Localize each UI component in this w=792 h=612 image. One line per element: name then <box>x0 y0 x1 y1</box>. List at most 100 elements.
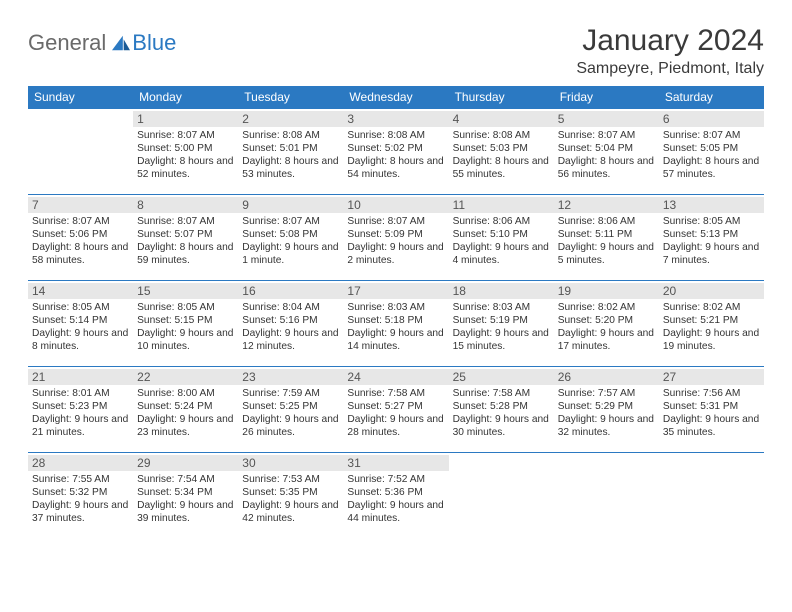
day-info: Sunrise: 8:08 AMSunset: 5:01 PMDaylight:… <box>242 129 339 181</box>
day-info: Sunrise: 7:58 AMSunset: 5:28 PMDaylight:… <box>453 387 550 439</box>
calendar-cell: 5Sunrise: 8:07 AMSunset: 5:04 PMDaylight… <box>554 109 659 195</box>
day-info: Sunrise: 7:59 AMSunset: 5:25 PMDaylight:… <box>242 387 339 439</box>
day-number: 16 <box>238 283 343 299</box>
calendar-cell: 16 Sunrise: 8:04 AMSunset: 5:16 PMDayligh… <box>238 281 343 367</box>
day-info: Sunrise: 8:07 AMSunset: 5:06 PMDaylight:… <box>32 215 129 267</box>
day-number: 1 <box>133 111 238 127</box>
day-number: 3 <box>343 111 448 127</box>
calendar-cell: 9 Sunrise: 8:07 AMSunset: 5:08 PMDaylight… <box>238 195 343 281</box>
calendar-cell: 6Sunrise: 8:07 AMSunset: 5:05 PMDaylight… <box>659 109 764 195</box>
calendar-cell: 25 Sunrise: 7:58 AMSunset: 5:28 PMDayligh… <box>449 367 554 453</box>
logo: General Blue <box>28 24 176 56</box>
calendar-cell: 30 Sunrise: 7:53 AMSunset: 5:35 PMDayligh… <box>238 453 343 539</box>
calendar-cell: 18Sunrise: 8:03 AMSunset: 5:19 PMDayligh… <box>449 281 554 367</box>
calendar-cell: 4 Sunrise: 8:08 AMSunset: 5:03 PMDaylight… <box>449 109 554 195</box>
day-info: Sunrise: 8:03 AMSunset: 5:18 PMDaylight:… <box>347 301 444 353</box>
title-block: January 2024 Sampeyre, Piedmont, Italy <box>576 24 764 78</box>
day-info: Sunrise: 7:54 AMSunset: 5:34 PMDaylight:… <box>137 473 234 525</box>
day-info: Sunrise: 8:02 AMSunset: 5:21 PMDaylight:… <box>663 301 760 353</box>
calendar-cell: 23 Sunrise: 7:59 AMSunset: 5:25 PMDayligh… <box>238 367 343 453</box>
weekday-header: Saturday <box>659 86 764 109</box>
calendar-cell <box>659 453 764 539</box>
calendar-cell: 1Sunrise: 8:07 AMSunset: 5:00 PMDaylight… <box>133 109 238 195</box>
location-subtitle: Sampeyre, Piedmont, Italy <box>576 60 764 78</box>
weekday-header: Tuesday <box>238 86 343 109</box>
calendar-cell: 3 Sunrise: 8:08 AMSunset: 5:02 PMDaylight… <box>343 109 448 195</box>
day-number: 21 <box>28 369 133 385</box>
day-info: Sunrise: 7:55 AMSunset: 5:32 PMDaylight:… <box>32 473 129 525</box>
calendar-cell: 11Sunrise: 8:06 AMSunset: 5:10 PMDayligh… <box>449 195 554 281</box>
day-info: Sunrise: 8:05 AMSunset: 5:13 PMDaylight:… <box>663 215 760 267</box>
day-info: Sunrise: 8:07 AMSunset: 5:08 PMDaylight:… <box>242 215 339 267</box>
day-info: Sunrise: 8:08 AMSunset: 5:02 PMDaylight:… <box>347 129 444 181</box>
month-title: January 2024 <box>576 24 764 58</box>
day-number: 29 <box>133 455 238 471</box>
day-info: Sunrise: 8:08 AMSunset: 5:03 PMDaylight:… <box>453 129 550 181</box>
day-number: 2 <box>238 111 343 127</box>
day-number: 12 <box>554 197 659 213</box>
day-info: Sunrise: 7:57 AMSunset: 5:29 PMDaylight:… <box>558 387 655 439</box>
day-number: 22 <box>133 369 238 385</box>
calendar-cell: 31 Sunrise: 7:52 AMSunset: 5:36 PMDayligh… <box>343 453 448 539</box>
calendar-table: SundayMondayTuesdayWednesdayThursdayFrid… <box>28 86 764 539</box>
calendar-cell: 10 Sunrise: 8:07 AMSunset: 5:09 PMDayligh… <box>343 195 448 281</box>
calendar-cell: 2 Sunrise: 8:08 AMSunset: 5:01 PMDaylight… <box>238 109 343 195</box>
calendar-cell: 17 Sunrise: 8:03 AMSunset: 5:18 PMDayligh… <box>343 281 448 367</box>
calendar-cell <box>449 453 554 539</box>
day-info: Sunrise: 8:06 AMSunset: 5:11 PMDaylight:… <box>558 215 655 267</box>
calendar-cell: 12 Sunrise: 8:06 AMSunset: 5:11 PMDayligh… <box>554 195 659 281</box>
logo-sail-icon <box>110 34 132 52</box>
day-number: 9 <box>238 197 343 213</box>
day-number: 20 <box>659 283 764 299</box>
day-number: 28 <box>28 455 133 471</box>
calendar-cell: 20 Sunrise: 8:02 AMSunset: 5:21 PMDayligh… <box>659 281 764 367</box>
day-number: 31 <box>343 455 448 471</box>
calendar-cell: 19 Sunrise: 8:02 AMSunset: 5:20 PMDayligh… <box>554 281 659 367</box>
calendar-cell: 13 Sunrise: 8:05 AMSunset: 5:13 PMDayligh… <box>659 195 764 281</box>
day-info: Sunrise: 8:07 AMSunset: 5:09 PMDaylight:… <box>347 215 444 267</box>
day-info: Sunrise: 8:02 AMSunset: 5:20 PMDaylight:… <box>558 301 655 353</box>
day-number: 15 <box>133 283 238 299</box>
calendar-week-row: 1Sunrise: 8:07 AMSunset: 5:00 PMDaylight… <box>28 109 764 195</box>
day-number: 24 <box>343 369 448 385</box>
day-info: Sunrise: 8:05 AMSunset: 5:15 PMDaylight:… <box>137 301 234 353</box>
weekday-header: Monday <box>133 86 238 109</box>
day-number: 8 <box>133 197 238 213</box>
day-number: 23 <box>238 369 343 385</box>
calendar-cell: 26Sunrise: 7:57 AMSunset: 5:29 PMDayligh… <box>554 367 659 453</box>
day-number: 18 <box>449 283 554 299</box>
calendar-cell: 7Sunrise: 8:07 AMSunset: 5:06 PMDaylight… <box>28 195 133 281</box>
day-number: 13 <box>659 197 764 213</box>
day-number: 10 <box>343 197 448 213</box>
day-number: 17 <box>343 283 448 299</box>
weekday-header-row: SundayMondayTuesdayWednesdayThursdayFrid… <box>28 86 764 109</box>
day-info: Sunrise: 8:05 AMSunset: 5:14 PMDaylight:… <box>32 301 129 353</box>
calendar-cell <box>28 109 133 195</box>
calendar-cell: 21 Sunrise: 8:01 AMSunset: 5:23 PMDayligh… <box>28 367 133 453</box>
day-number: 27 <box>659 369 764 385</box>
calendar-body: 1Sunrise: 8:07 AMSunset: 5:00 PMDaylight… <box>28 109 764 539</box>
day-number: 25 <box>449 369 554 385</box>
calendar-week-row: 28 Sunrise: 7:55 AMSunset: 5:32 PMDayligh… <box>28 453 764 539</box>
day-info: Sunrise: 8:00 AMSunset: 5:24 PMDaylight:… <box>137 387 234 439</box>
day-info: Sunrise: 7:53 AMSunset: 5:35 PMDaylight:… <box>242 473 339 525</box>
calendar-cell: 29 Sunrise: 7:54 AMSunset: 5:34 PMDayligh… <box>133 453 238 539</box>
page-header: General Blue January 2024 Sampeyre, Pied… <box>28 24 764 78</box>
weekday-header: Friday <box>554 86 659 109</box>
calendar-week-row: 14Sunrise: 8:05 AMSunset: 5:14 PMDayligh… <box>28 281 764 367</box>
day-number: 4 <box>449 111 554 127</box>
day-info: Sunrise: 8:01 AMSunset: 5:23 PMDaylight:… <box>32 387 129 439</box>
weekday-header: Thursday <box>449 86 554 109</box>
calendar-cell: 15 Sunrise: 8:05 AMSunset: 5:15 PMDayligh… <box>133 281 238 367</box>
day-info: Sunrise: 7:52 AMSunset: 5:36 PMDaylight:… <box>347 473 444 525</box>
calendar-cell: 27Sunrise: 7:56 AMSunset: 5:31 PMDayligh… <box>659 367 764 453</box>
calendar-week-row: 7Sunrise: 8:07 AMSunset: 5:06 PMDaylight… <box>28 195 764 281</box>
day-number: 19 <box>554 283 659 299</box>
logo-text-blue: Blue <box>132 30 176 56</box>
day-number: 30 <box>238 455 343 471</box>
calendar-cell: 8Sunrise: 8:07 AMSunset: 5:07 PMDaylight… <box>133 195 238 281</box>
logo-text-general: General <box>28 30 106 56</box>
calendar-cell: 14Sunrise: 8:05 AMSunset: 5:14 PMDayligh… <box>28 281 133 367</box>
calendar-cell: 28 Sunrise: 7:55 AMSunset: 5:32 PMDayligh… <box>28 453 133 539</box>
day-info: Sunrise: 8:04 AMSunset: 5:16 PMDaylight:… <box>242 301 339 353</box>
